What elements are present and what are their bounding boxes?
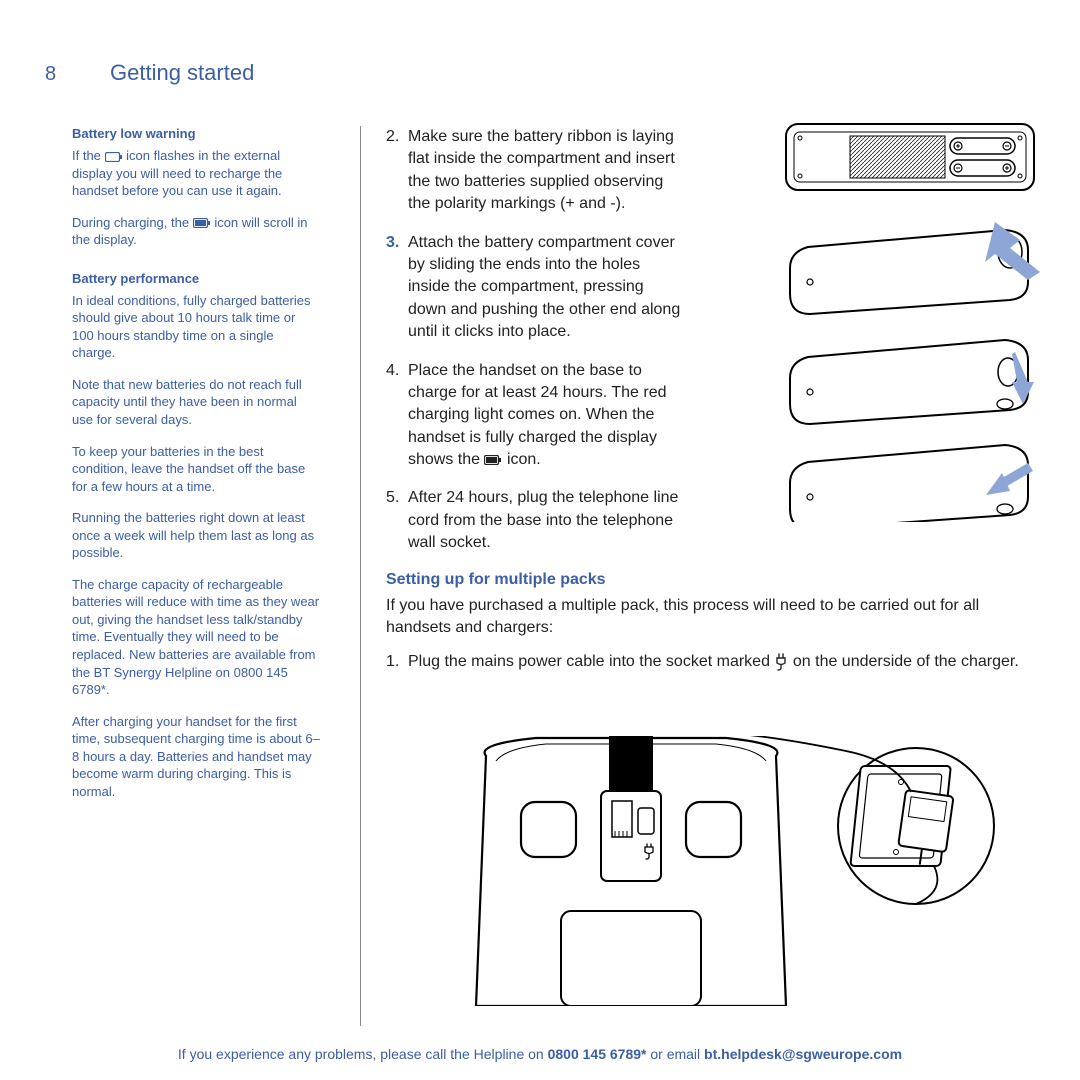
column-separator — [360, 126, 361, 1026]
battery-empty-icon — [105, 152, 123, 162]
page-number: 8 — [40, 63, 110, 86]
sub-paragraph: If you have purchased a multiple pack, t… — [386, 595, 1040, 640]
step-5-text: After 24 hours, plug the telephone line … — [408, 487, 686, 554]
step-5: 5. After 24 hours, plug the telephone li… — [386, 487, 686, 554]
sidebar-p4: Note that new batteries do not reach ful… — [72, 376, 320, 429]
illustration-charger-underside — [426, 736, 1006, 1006]
sidebar-heading-low: Battery low warning — [72, 126, 320, 141]
sidebar-p6: Running the batteries right down at leas… — [72, 509, 320, 562]
main-content: 2. Make sure the battery ribbon is layin… — [386, 126, 1040, 1026]
sidebar: Battery low warning If the icon flashes … — [40, 126, 340, 1026]
sidebar-p-low1: If the icon flashes in the external disp… — [72, 147, 320, 200]
sub-step-1: 1. Plug the mains power cable into the s… — [386, 651, 1040, 673]
section-title: Getting started — [110, 60, 254, 86]
battery-full-icon — [484, 455, 502, 465]
illustration-battery-compartment — [780, 118, 1040, 198]
subheading-multiple-packs: Setting up for multiple packs — [386, 571, 1040, 589]
sub-step-1-text: Plug the mains power cable into the sock… — [408, 651, 1019, 673]
page-header: 8 Getting started — [40, 60, 1040, 86]
footer-email: bt.helpdesk@sgweurope.com — [704, 1046, 902, 1062]
sidebar-p8: After charging your handset for the firs… — [72, 713, 320, 801]
footer: If you experience any problems, please c… — [0, 1046, 1080, 1062]
battery-scroll-icon — [193, 218, 211, 228]
step-3: 3. Attach the battery compartment cover … — [386, 232, 686, 344]
step-4-num: 4. — [386, 360, 408, 472]
footer-phone: 0800 145 6789* — [548, 1046, 647, 1062]
power-socket-icon — [774, 653, 788, 671]
step-3-num: 3. — [386, 232, 408, 344]
step-4-text: Place the handset on the base to charge … — [408, 360, 686, 472]
sidebar-p7: The charge capacity of rechargeable batt… — [72, 576, 320, 699]
step-2: 2. Make sure the battery ribbon is layin… — [386, 126, 686, 216]
step-4: 4. Place the handset on the base to char… — [386, 360, 686, 472]
footer-text-a: If you experience any problems, please c… — [178, 1046, 548, 1062]
step-2-text: Make sure the battery ribbon is laying f… — [408, 126, 686, 216]
sidebar-p5: To keep your batteries in the best condi… — [72, 443, 320, 496]
step-3-text: Attach the battery compartment cover by … — [408, 232, 686, 344]
illustration-cover-sequence — [780, 222, 1040, 522]
step-5-num: 5. — [386, 487, 408, 554]
sidebar-p-low2: During charging, the icon will scroll in… — [72, 214, 320, 249]
step-2-num: 2. — [386, 126, 408, 216]
sidebar-p3: In ideal conditions, fully charged batte… — [72, 292, 320, 362]
footer-text-c: or email — [646, 1046, 704, 1062]
sidebar-heading-perf: Battery performance — [72, 271, 320, 286]
sub-step-1-num: 1. — [386, 651, 408, 673]
